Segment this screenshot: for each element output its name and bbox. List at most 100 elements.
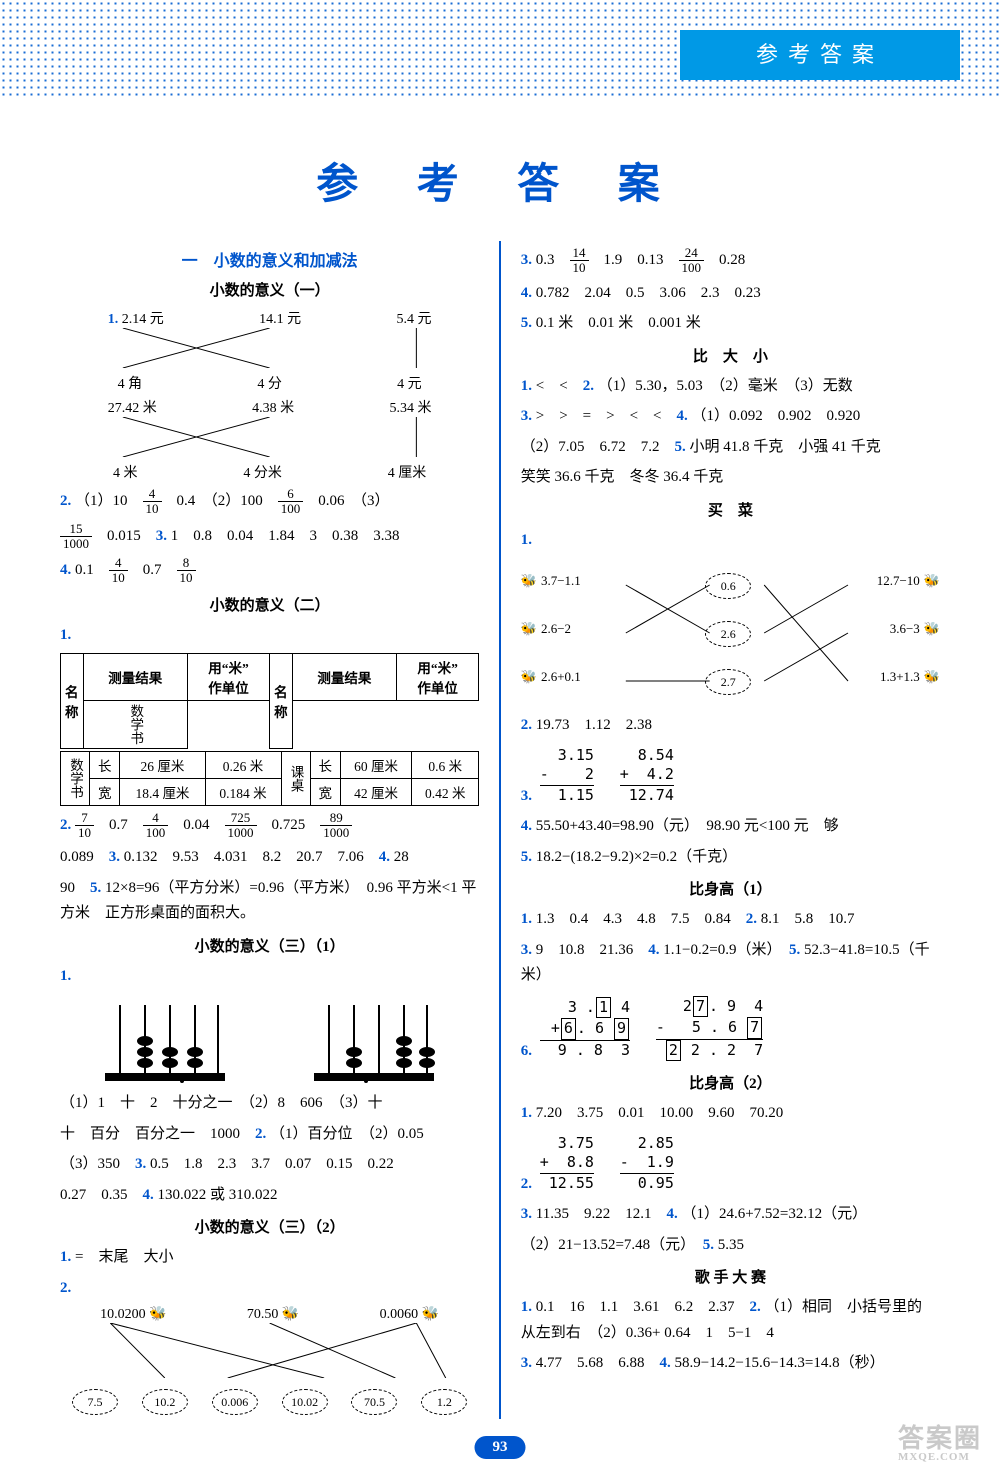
watermark-big: 答案圈 <box>898 1424 982 1453</box>
answer-text: 0.1 16 1.1 3.61 6.2 2.37 <box>536 1299 735 1315</box>
cross-lines-icon <box>60 328 479 368</box>
answer-text: （1）5.30，5.03 （2）毫米 （3）无数 <box>598 378 853 394</box>
vertical-math: 2.85 - 1.9 0.95 <box>620 1134 674 1194</box>
answer-line: 4. 0.1 410 0.7 810 <box>60 556 479 586</box>
answer-line: 1. 1.3 0.4 4.3 4.8 7.5 0.84 2. 8.1 5.8 1… <box>521 907 940 933</box>
answer-text: 0.132 9.53 4.031 8.2 20.7 7.06 <box>124 849 364 865</box>
answer-text: 5.35 <box>718 1237 744 1253</box>
vertical-math-boxed: 27. 9 4 - 5 . 6 7 2 2 . 2 7 <box>656 996 763 1062</box>
answer-text: 0.089 <box>60 849 94 865</box>
bee-expr: 12.7−10 <box>877 573 920 589</box>
section-1-title: 小数的意义（一） <box>60 279 479 300</box>
answer-text: （1）百分位 （2）0.05 <box>270 1126 424 1142</box>
garland-value: 1.2 <box>421 1389 467 1415</box>
answer-line: 6. 3 .1 4 +6. 6 9 9 . 8 3 27. 9 4 - 5 . … <box>521 994 940 1065</box>
page-number: 93 <box>475 1436 526 1459</box>
answer-line: 3. 3.15 - 2 1.15 8.54 + 4.2 12.74 <box>521 744 940 810</box>
answer-line: 2. <box>60 1276 479 1302</box>
match-top: 5.4 元 <box>397 308 432 328</box>
answer-text: 90 <box>60 880 75 896</box>
answer-text: 11.35 9.22 12.1 <box>536 1206 652 1222</box>
answer-text: （1）0.092 0.902 0.920 <box>692 408 861 424</box>
answer-line: 2. 3.75 + 8.8 12.55 2.85 - 1.9 0.95 <box>521 1132 940 1198</box>
answer-text: > > = > < < <box>536 408 662 424</box>
match-top: 5.34 米 <box>390 397 432 417</box>
match-top: 10.0200 <box>100 1307 146 1322</box>
answer-line: 5. 18.2−(18.2−9.2)×2=0.2（千克） <box>521 845 940 871</box>
answer-line: 十 百分 百分之一 1000 2. （1）百分位 （2）0.05 <box>60 1122 479 1148</box>
bee-expr: 2.6+0.1 <box>541 669 581 685</box>
answer-text: < < <box>536 378 568 394</box>
answer-line: （1）1 十 2 十分之一 （2）8 606 （3）十 <box>60 1091 479 1117</box>
answer-text: （2）21−13.52=7.48（元） <box>521 1237 688 1253</box>
match-bot: 4 元 <box>397 373 422 393</box>
match-top: 4.38 米 <box>252 397 294 417</box>
vertical-math: 3.75 + 8.8 12.55 <box>540 1134 594 1194</box>
abacus-row <box>60 995 479 1085</box>
answer-text: 7.20 3.75 0.01 10.00 9.60 70.20 <box>536 1105 784 1121</box>
vertical-math-boxed: 3 .1 4 +6. 6 9 9 . 8 3 <box>540 997 630 1061</box>
column-divider <box>499 241 501 1419</box>
measurement-table-body: 数学书 长26 厘米0.26 米 课桌 长60 厘米0.6 米 宽18.4 厘米… <box>60 751 479 806</box>
garland-value: 70.5 <box>351 1389 397 1415</box>
answer-line: 1. < < 2. （1）5.30，5.03 （2）毫米 （3）无数 <box>521 374 940 400</box>
answer-line: 0.27 0.35 4. 130.022 或 310.022 <box>60 1183 479 1209</box>
answer-text: 0.1 米 0.01 米 0.001 米 <box>536 315 701 331</box>
bee-expr: 2.6−2 <box>541 621 571 637</box>
match-top: 2.14 元 <box>122 312 164 327</box>
gsds-title: 歌 手 大 赛 <box>521 1266 940 1287</box>
vertical-math: 3.15 - 2 1.15 <box>540 746 594 806</box>
answer-line: 3. 9 10.8 21.36 4. 1.1−0.2=0.9（米） 5. 52.… <box>521 938 940 989</box>
chapter-heading: 一 小数的意义和加减法 <box>60 247 479 271</box>
answer-line: 1. = 末尾 大小 <box>60 1245 479 1271</box>
answer-line: 4. 55.50+43.40=98.90（元） 98.90 元<100 元 够 <box>521 814 940 840</box>
match-top: 70.50 <box>247 1307 279 1322</box>
content-columns: 一 小数的意义和加减法 小数的意义（一） 1. 2.14 元 14.1 元 5.… <box>0 241 1000 1419</box>
answer-line: 90 5. 12×8=96（平方分米）=0.96（平方米） 0.96 平方米<1… <box>60 876 479 927</box>
answer-line: 1. <box>60 623 479 649</box>
page-title: 参 考 答 案 <box>0 150 1000 211</box>
answer-text: 0.27 0.35 <box>60 1187 128 1203</box>
measurement-table: 名称测量结果用“米”作单位 名称测量结果用“米”作单位 数学书 <box>60 653 479 749</box>
bee-expr: 3.7−1.1 <box>541 573 581 589</box>
answer-text: = 末尾 大小 <box>75 1249 173 1265</box>
abacus-icon <box>100 995 230 1085</box>
q2-match: 10.0200 🐝 70.50 🐝 0.0060 🐝 7.5 10.2 0.00… <box>60 1306 479 1415</box>
cross-lines-icon <box>60 1323 479 1378</box>
answer-text: 9 10.8 21.36 <box>536 942 634 958</box>
garland-value: 2.6 <box>705 621 751 647</box>
answer-line: 5. 0.1 米 0.01 米 0.001 米 <box>521 311 940 337</box>
section-2-title: 小数的意义（二） <box>60 594 479 615</box>
answer-text: 28 <box>394 849 409 865</box>
answer-line: 1. <box>60 964 479 990</box>
garland-value: 0.006 <box>212 1389 258 1415</box>
q1-match-1: 1. 2.14 元 14.1 元 5.4 元 4 角 4 分 4 元 <box>60 308 479 393</box>
answer-line: 笑笑 36.6 千克 冬冬 36.4 千克 <box>521 465 940 491</box>
left-column: 一 小数的意义和加减法 小数的意义（一） 1. 2.14 元 14.1 元 5.… <box>60 241 479 1419</box>
answer-text: 0.5 1.8 2.3 3.7 0.07 0.15 0.22 <box>150 1156 394 1172</box>
answer-line: 2. 710 0.7 4100 0.04 7251000 0.725 89100… <box>60 811 479 841</box>
answer-text: （1）24.6+7.52=32.12（元） <box>681 1206 867 1222</box>
answer-line: 0.089 3. 0.132 9.53 4.031 8.2 20.7 7.06 … <box>60 845 479 871</box>
answer-text: （3）350 <box>60 1156 120 1172</box>
match-bot: 4 分 <box>257 373 282 393</box>
answer-line: 3. 4.77 5.68 6.88 4. 58.9−14.2−15.6−14.3… <box>521 1351 940 1377</box>
q1-match-2: 27.42 米 4.38 米 5.34 米 4 米 4 分米 4 厘米 <box>60 397 479 482</box>
answer-line: 3. > > = > < < 4. （1）0.092 0.902 0.920 <box>521 404 940 430</box>
answer-text: 130.022 或 310.022 <box>158 1187 278 1203</box>
vertical-math: 8.54 + 4.2 12.74 <box>620 746 674 806</box>
bsg2-title: 比身高（2） <box>521 1072 940 1093</box>
garland-value: 0.6 <box>705 573 751 599</box>
watermark-small: MXQE.COM <box>898 1452 982 1463</box>
answer-text: 55.50+43.40=98.90（元） 98.90 元<100 元 够 <box>536 818 839 834</box>
corner-tab: 参考答案 <box>680 30 960 80</box>
match-bot: 4 分米 <box>243 462 282 482</box>
match-top: 27.42 米 <box>108 397 157 417</box>
mc-title: 买 菜 <box>521 499 940 520</box>
answer-text: 0.782 2.04 0.5 3.06 2.3 0.23 <box>536 285 761 301</box>
header-dotted-band: 参考答案 <box>0 0 1000 100</box>
answer-text: 18.2−(18.2−9.2)×2=0.2（千克） <box>536 849 737 865</box>
answer-line: 1. <box>521 528 940 554</box>
watermark: 答案圈 MXQE.COM <box>898 1426 982 1463</box>
garland-value: 7.5 <box>72 1389 118 1415</box>
